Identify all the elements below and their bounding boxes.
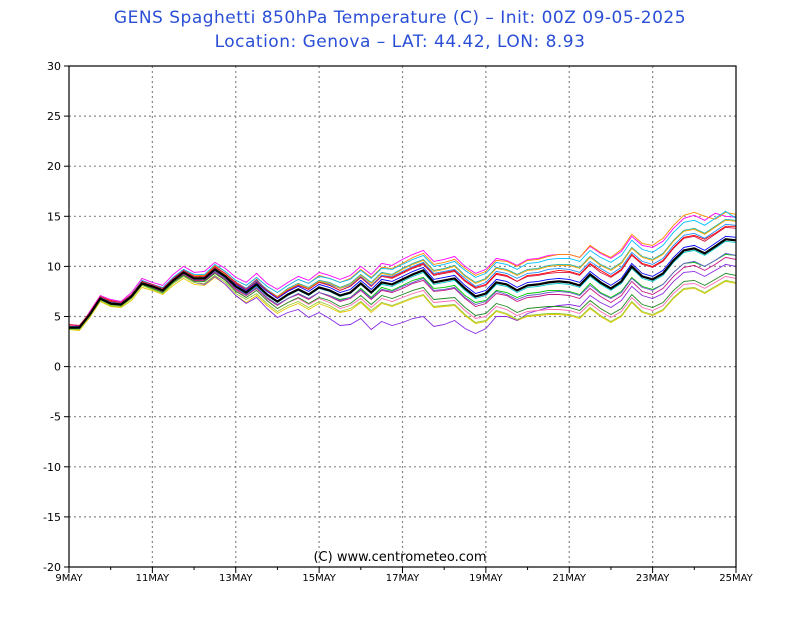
chart-title: GENS Spaghetti 850hPa Temperature (C) – … (113, 8, 687, 28)
member-line-18 (68, 226, 737, 326)
y-tick-label: 5 (54, 311, 61, 324)
y-axis: 30 25 20 15 10 5 0 -5 -10 -15 -20 (43, 60, 69, 574)
x-tick-label: 23MAY (636, 573, 670, 584)
ensemble-members (68, 210, 737, 334)
member-line-16 (68, 210, 737, 328)
y-tick-label: 25 (47, 110, 61, 123)
y-tick-label: -20 (43, 561, 61, 574)
member-line-13 (68, 256, 737, 329)
chart-subtitle: Location: Genova – LAT: 44.42, LON: 8.93 (214, 32, 586, 52)
y-tick-label: -10 (43, 461, 61, 474)
x-tick-label: 17MAY (386, 573, 420, 584)
member-line-17 (69, 272, 737, 329)
x-tick-label: 25MAY (719, 573, 753, 584)
x-tick-label: 11MAY (136, 573, 170, 584)
y-tick-label: 0 (54, 361, 61, 374)
y-tick-label: -5 (50, 411, 61, 424)
y-tick-label: -15 (43, 511, 61, 524)
x-tick-label: 13MAY (219, 573, 253, 584)
ensemble-mean (69, 238, 737, 329)
y-tick-label: 30 (47, 60, 61, 73)
mean-line (69, 238, 737, 329)
x-tick-label: 21MAY (552, 573, 586, 584)
y-tick-label: 20 (47, 160, 61, 173)
y-tick-label: 15 (47, 210, 61, 223)
x-axis: 9MAY 11MAY 13MAY 15MAY 17MAY 19MAY 21MAY 23MAY 2… (55, 567, 754, 584)
grid (69, 66, 736, 567)
x-tick-label: 15MAY (302, 573, 336, 584)
member-line-19 (69, 274, 737, 330)
x-tick-label: 9MAY (55, 573, 83, 584)
credit-text: (C) www.centrometeo.com (313, 550, 486, 565)
member-line-5 (68, 212, 737, 329)
x-tick-label: 19MAY (469, 573, 503, 584)
y-tick-label: 10 (47, 260, 61, 273)
member-line-6 (68, 276, 737, 331)
